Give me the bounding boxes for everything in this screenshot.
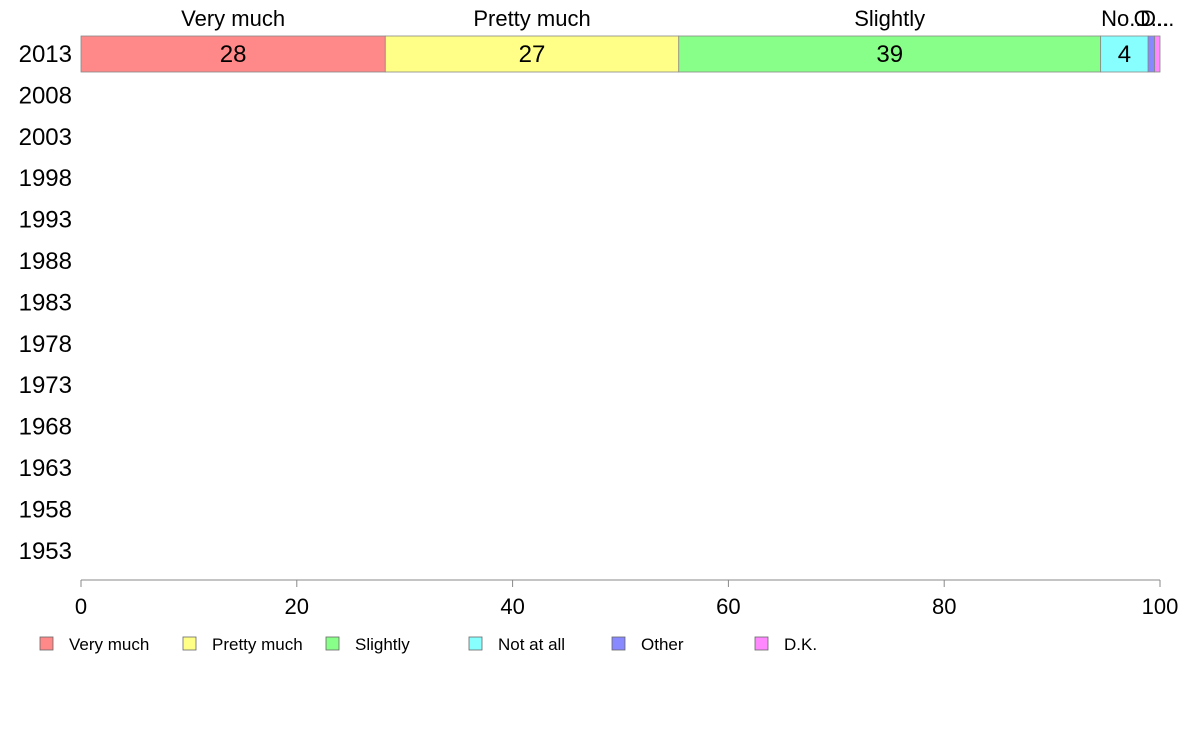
top-category-label: O...	[1134, 6, 1169, 31]
bar-segment	[678, 35, 1102, 73]
x-axis: 0 20 40 60 80 100	[75, 579, 1179, 619]
bar-segment	[1147, 35, 1156, 73]
top-category-label: D...	[1140, 6, 1174, 31]
y-tick-label: 1993	[19, 207, 72, 234]
bar-value-label: 28	[220, 41, 247, 68]
bars-layer	[80, 35, 1161, 73]
x-tick-label: 40	[500, 594, 524, 619]
top-category-label: Pretty much	[473, 6, 590, 31]
x-tick-label: 80	[932, 594, 956, 619]
category-top-labels-layer: Very much Pretty much Slightly No...O...D..…	[181, 6, 1174, 31]
top-category-label: Very much	[181, 6, 285, 31]
legend-swatch	[325, 636, 340, 651]
y-tick-label: 1988	[19, 248, 72, 275]
legend-label: Slightly	[355, 635, 410, 654]
x-tick-label: 20	[285, 594, 309, 619]
bar-segment	[1154, 35, 1161, 73]
y-tick-label: 1983	[19, 289, 72, 316]
bar-value-label: 27	[519, 41, 546, 68]
y-tick-label: 1973	[19, 372, 72, 399]
legend: Very much Pretty much Slightly Not at all Ot…	[39, 635, 817, 654]
legend-label: D.K.	[784, 635, 817, 654]
x-tick-label: 60	[716, 594, 740, 619]
bar-value-label: 39	[876, 41, 903, 68]
y-tick-label: 1998	[19, 165, 72, 192]
x-tick-label: 0	[75, 594, 87, 619]
y-tick-label: 2008	[19, 82, 72, 109]
bar-value-label: 4	[1118, 41, 1131, 68]
y-tick-label: 1963	[19, 455, 72, 482]
x-tick-label: 100	[1142, 594, 1179, 619]
y-tick-label: 1953	[19, 538, 72, 565]
legend-label: Pretty much	[212, 635, 303, 654]
legend-swatch	[468, 636, 483, 651]
bar-segment	[384, 35, 680, 73]
top-category-label: Slightly	[854, 6, 925, 31]
legend-label: Very much	[69, 635, 149, 654]
top-category-label: No...	[1101, 6, 1147, 31]
legend-swatch	[611, 636, 626, 651]
legend-label: Other	[641, 635, 684, 654]
y-axis-labels: 2013 2008 2003 1998 1993 1988 1983 1978 1973 1968…	[19, 41, 72, 565]
y-tick-label: 2013	[19, 41, 72, 68]
legend-label: Not at all	[498, 635, 565, 654]
segment-labels-layer: 28 27 39 4	[220, 41, 1131, 68]
y-tick-label: 1978	[19, 331, 72, 358]
legend-swatch	[754, 636, 769, 651]
legend-swatch	[182, 636, 197, 651]
y-tick-label: 2003	[19, 124, 72, 151]
y-tick-label: 1968	[19, 414, 72, 441]
legend-swatch	[39, 636, 54, 651]
y-tick-label: 1958	[19, 496, 72, 523]
bar-segment	[80, 35, 386, 73]
